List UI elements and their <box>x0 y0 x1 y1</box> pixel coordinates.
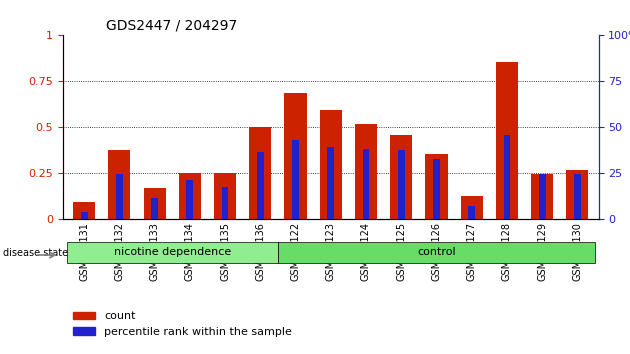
Bar <box>425 154 447 219</box>
Bar <box>214 173 236 219</box>
Bar <box>144 188 166 219</box>
Bar <box>284 93 307 219</box>
Text: nicotine dependence: nicotine dependence <box>113 247 231 257</box>
Bar <box>574 175 581 219</box>
Bar <box>468 206 475 219</box>
Bar <box>81 212 88 219</box>
Text: control: control <box>417 247 455 257</box>
Bar <box>319 110 342 219</box>
Legend: count, percentile rank within the sample: count, percentile rank within the sample <box>69 307 297 341</box>
FancyBboxPatch shape <box>278 242 595 263</box>
Bar <box>503 135 510 219</box>
Text: disease state: disease state <box>3 248 68 258</box>
Bar <box>292 140 299 219</box>
Bar <box>355 124 377 219</box>
Bar <box>328 147 334 219</box>
Bar <box>566 170 588 219</box>
Bar <box>151 198 158 219</box>
Bar <box>108 150 130 219</box>
Bar <box>257 152 264 219</box>
Bar <box>433 159 440 219</box>
Bar <box>186 180 193 219</box>
Bar <box>363 149 369 219</box>
Bar <box>73 202 95 219</box>
Bar <box>496 62 518 219</box>
Bar <box>398 150 404 219</box>
Bar <box>116 175 123 219</box>
Bar <box>222 187 229 219</box>
Bar <box>179 173 201 219</box>
Text: GDS2447 / 204297: GDS2447 / 204297 <box>106 19 237 33</box>
Bar <box>249 127 272 219</box>
Bar <box>531 175 553 219</box>
FancyBboxPatch shape <box>67 242 278 263</box>
Bar <box>461 196 483 219</box>
Bar <box>539 175 546 219</box>
Bar <box>390 135 412 219</box>
